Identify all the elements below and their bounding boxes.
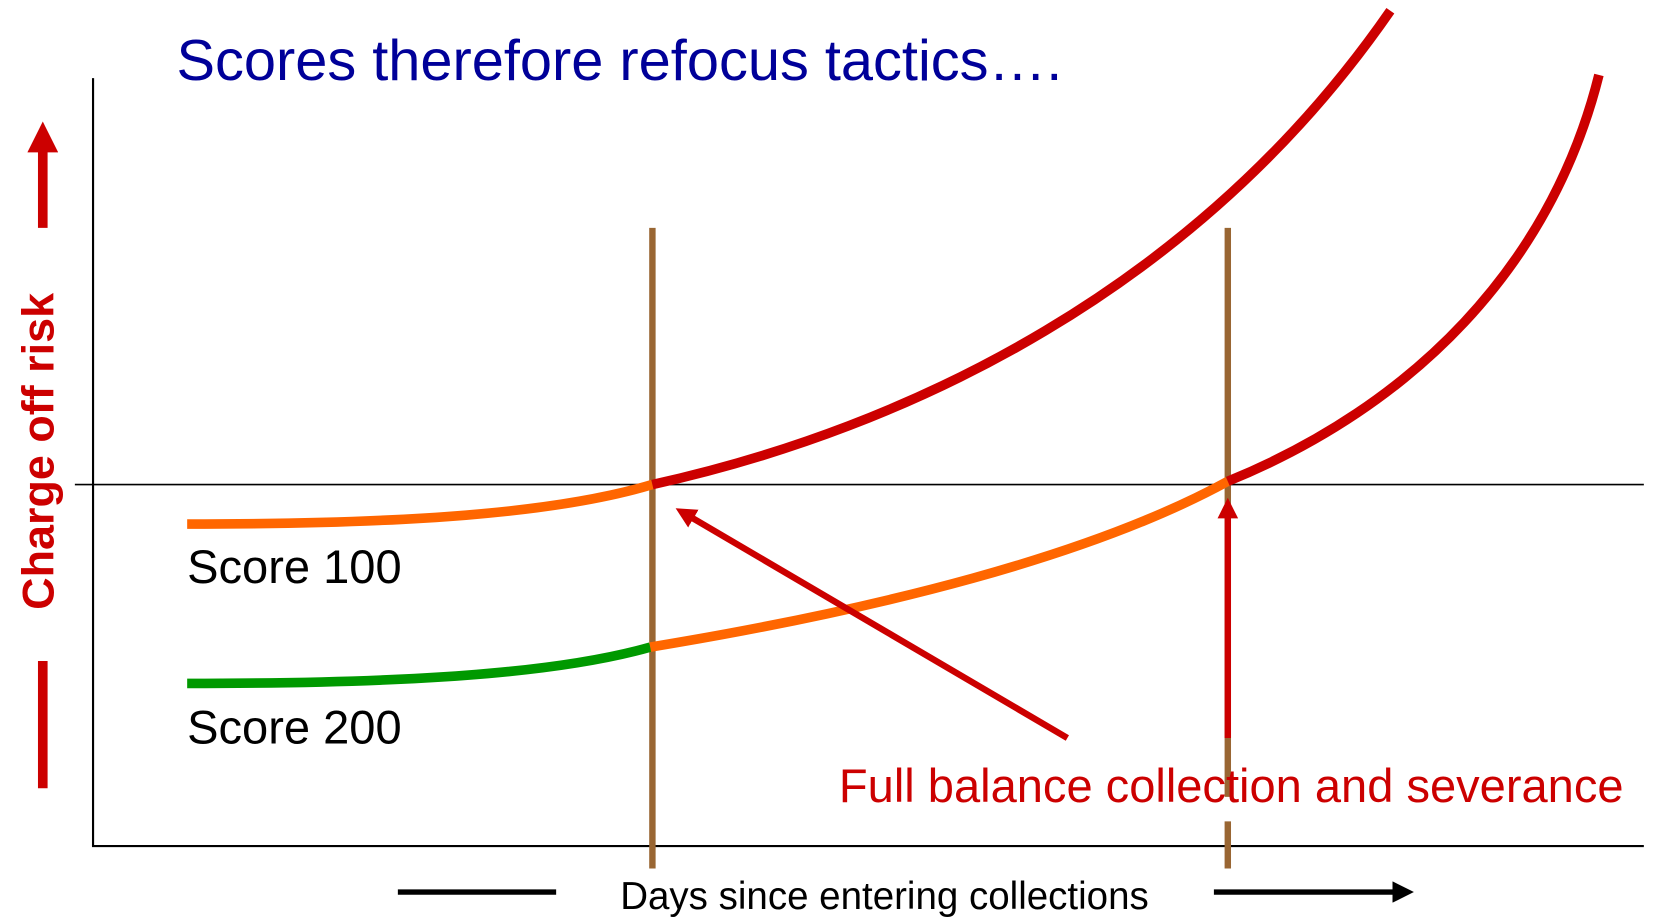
curve-segment — [649, 477, 1231, 652]
curve-label: Score 200 — [187, 700, 401, 753]
y-axis-label: Charge off risk — [12, 292, 63, 610]
curve-segment — [651, 7, 1395, 490]
arrow — [675, 508, 1069, 741]
x-axis-label: Days since entering collections — [620, 875, 1149, 918]
curve-segment — [1225, 73, 1604, 486]
curve-segment — [187, 479, 654, 529]
curve-label: Score 100 — [187, 540, 401, 593]
annotation: Full balance collection and severance — [839, 759, 1624, 812]
curve-segment — [187, 642, 652, 689]
title: Scores therefore refocus tactics…. — [176, 29, 1062, 93]
